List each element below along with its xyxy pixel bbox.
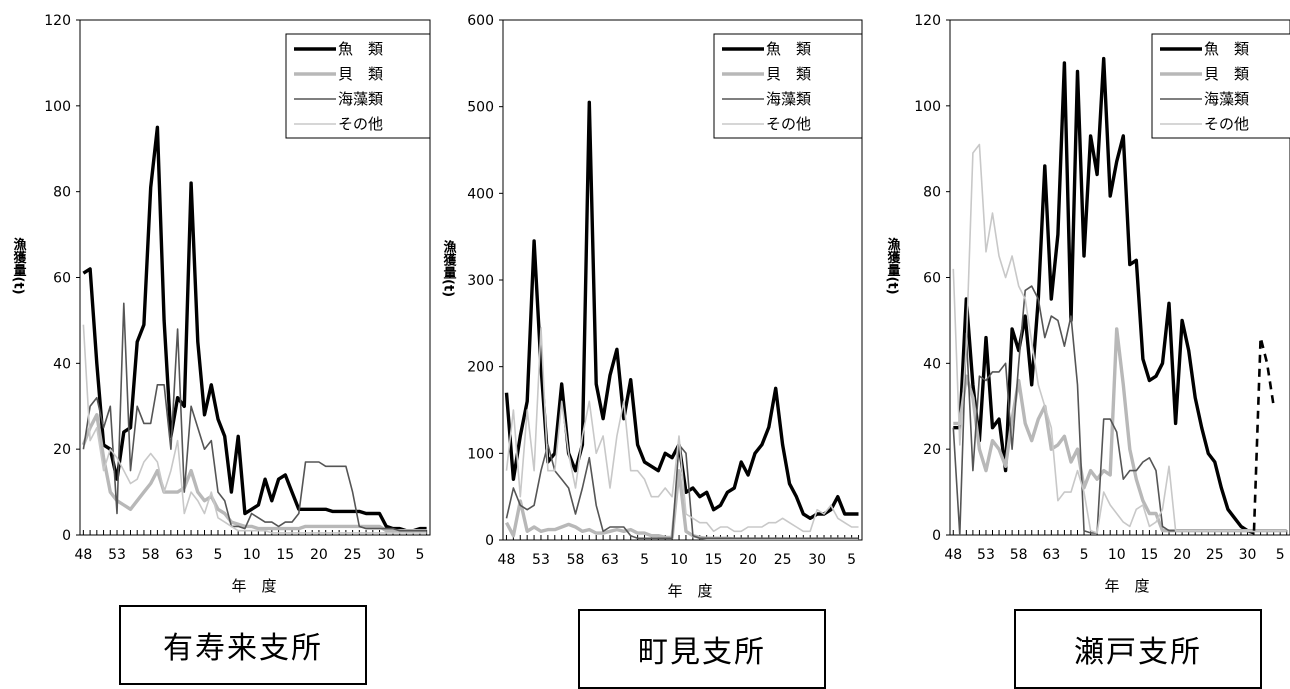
legend-label-2-2: 海藻類 bbox=[1204, 90, 1249, 108]
x-tick-label-1-1: 53 bbox=[532, 552, 550, 568]
y-tick-label-2-1: 20 bbox=[923, 442, 941, 458]
x-tick-label-0-3: 63 bbox=[175, 547, 193, 563]
series-line-0-2 bbox=[82, 302, 427, 532]
y-tick-label-1-3: 300 bbox=[467, 273, 494, 289]
caption-box-machimi: 町見支所 bbox=[578, 609, 826, 689]
y-tick-label-0-1: 20 bbox=[53, 442, 71, 458]
series-line-2-2 bbox=[952, 285, 1287, 535]
y-tick-label-0-5: 100 bbox=[44, 99, 71, 115]
series-line-0-0 bbox=[82, 125, 427, 533]
x-tick-label-0-5: 10 bbox=[243, 547, 261, 563]
legend-box-2 bbox=[1151, 33, 1290, 139]
x-tick-label-2-10: 5 bbox=[1276, 547, 1285, 563]
series-line-2-1 bbox=[953, 327, 1287, 533]
x-tick-label-1-2: 58 bbox=[567, 552, 585, 568]
x-tick-label-2-4: 5 bbox=[1080, 547, 1089, 563]
y-tick-label-0-4: 80 bbox=[53, 185, 71, 201]
legend-label-1-2: 海藻類 bbox=[766, 90, 811, 108]
x-tick-label-1-4: 5 bbox=[640, 552, 649, 568]
y-tick-label-2-6: 120 bbox=[914, 13, 941, 29]
caption-box-seto: 瀬戸支所 bbox=[1014, 609, 1262, 689]
y-tick-label-0-0: 0 bbox=[62, 528, 71, 544]
y-tick-label-2-0: 0 bbox=[932, 528, 941, 544]
legend-box-1 bbox=[713, 33, 863, 139]
caption-box-arisuki: 有寿来支所 bbox=[119, 605, 367, 685]
x-tick-label-0-7: 20 bbox=[310, 547, 328, 563]
y-tick-label-1-5: 500 bbox=[467, 100, 494, 116]
x-tick-label-0-2: 58 bbox=[142, 547, 160, 563]
y-tick-label-0-6: 120 bbox=[44, 13, 71, 29]
x-tick-label-2-9: 30 bbox=[1239, 547, 1257, 563]
x-tick-label-2-0: 48 bbox=[944, 547, 962, 563]
legend-label-0-0: 魚 類 bbox=[338, 40, 383, 58]
y-tick-label-2-3: 60 bbox=[923, 271, 941, 287]
y-tick-label-2-5: 100 bbox=[914, 99, 941, 115]
x-tick-label-2-7: 20 bbox=[1173, 547, 1191, 563]
legend-label-1-3: その他 bbox=[766, 115, 811, 133]
x-tick-label-1-0: 48 bbox=[498, 552, 516, 568]
x-tick-label-1-3: 63 bbox=[601, 552, 619, 568]
series-line-2-4 bbox=[1252, 336, 1275, 531]
y-axis-title-1: 漁獲量(t) bbox=[441, 239, 457, 297]
y-tick-label-1-4: 400 bbox=[467, 186, 494, 202]
legend-label-0-3: その他 bbox=[338, 115, 383, 133]
legend-label-2-0: 魚 類 bbox=[1204, 40, 1249, 58]
legend-label-0-1: 貝 類 bbox=[338, 65, 383, 83]
y-tick-label-2-2: 40 bbox=[923, 356, 941, 372]
x-tick-label-2-5: 10 bbox=[1108, 547, 1126, 563]
x-tick-label-2-3: 63 bbox=[1042, 547, 1060, 563]
x-tick-label-1-9: 30 bbox=[808, 552, 826, 568]
x-axis-title-2: 年 度 bbox=[1104, 577, 1149, 595]
x-tick-label-0-4: 5 bbox=[214, 547, 223, 563]
y-tick-label-2-4: 80 bbox=[923, 185, 941, 201]
x-tick-label-0-6: 15 bbox=[276, 547, 294, 563]
series-line-0-3 bbox=[82, 324, 427, 534]
x-tick-label-2-6: 15 bbox=[1141, 547, 1159, 563]
series-line-1-2 bbox=[505, 443, 859, 540]
x-axis-title-0: 年 度 bbox=[231, 577, 276, 595]
y-tick-label-1-0: 0 bbox=[485, 533, 494, 549]
y-tick-label-1-6: 600 bbox=[467, 13, 494, 29]
x-tick-label-0-1: 53 bbox=[108, 547, 126, 563]
x-axis-title-1: 年 度 bbox=[667, 582, 712, 600]
y-tick-label-0-2: 40 bbox=[53, 356, 71, 372]
series-line-0-1 bbox=[81, 413, 427, 533]
series-line-1-3 bbox=[505, 326, 859, 533]
y-axis-title-0: 漁獲量(t) bbox=[11, 237, 27, 295]
legend-label-0-2: 海藻類 bbox=[338, 90, 383, 108]
x-tick-label-1-7: 20 bbox=[739, 552, 757, 568]
x-tick-label-0-0: 48 bbox=[74, 547, 92, 563]
x-tick-label-1-10: 5 bbox=[847, 552, 856, 568]
series-line-1-0 bbox=[504, 100, 859, 520]
x-tick-label-0-9: 30 bbox=[377, 547, 395, 563]
legend-label-2-1: 貝 類 bbox=[1204, 65, 1249, 83]
legend-box-0 bbox=[285, 33, 431, 139]
legend-label-1-0: 魚 類 bbox=[766, 40, 811, 58]
x-tick-label-2-2: 58 bbox=[1010, 547, 1028, 563]
x-tick-label-2-8: 25 bbox=[1206, 547, 1224, 563]
x-tick-label-0-8: 25 bbox=[344, 547, 362, 563]
x-tick-label-2-1: 53 bbox=[977, 547, 995, 563]
y-tick-label-1-1: 100 bbox=[467, 446, 494, 462]
series-line-2-3 bbox=[952, 143, 1287, 534]
y-tick-label-0-3: 60 bbox=[53, 271, 71, 287]
x-tick-label-1-5: 10 bbox=[670, 552, 688, 568]
legend-label-2-3: その他 bbox=[1204, 115, 1249, 133]
y-axis-title-2: 漁獲量(t) bbox=[885, 237, 901, 295]
x-tick-label-1-6: 15 bbox=[705, 552, 723, 568]
legend-label-1-1: 貝 類 bbox=[766, 65, 811, 83]
x-tick-label-0-10: 5 bbox=[415, 547, 424, 563]
y-tick-label-1-2: 200 bbox=[467, 360, 494, 376]
series-line-2-0 bbox=[953, 56, 1255, 535]
x-tick-label-1-8: 25 bbox=[774, 552, 792, 568]
